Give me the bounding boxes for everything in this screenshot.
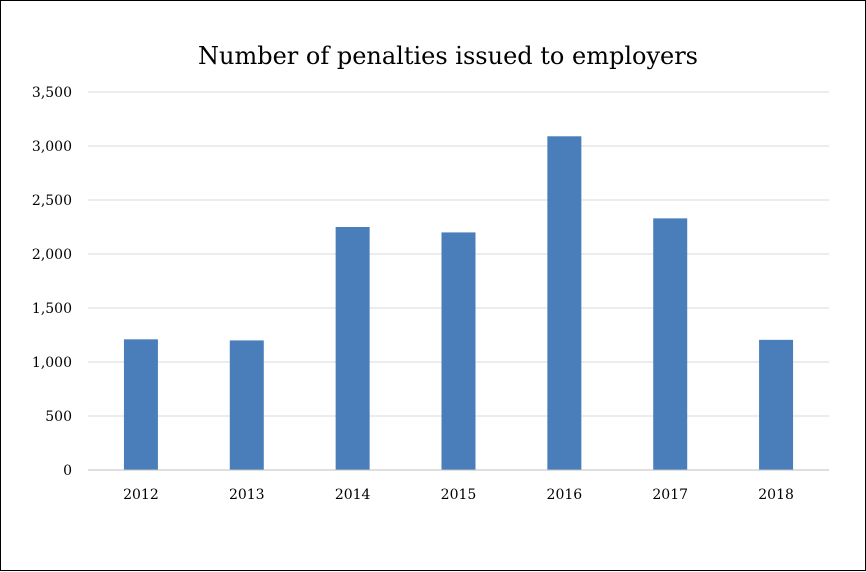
bars — [123, 136, 794, 470]
x-tick-label: 2012 — [123, 487, 159, 503]
x-tick-label: 2016 — [547, 487, 583, 503]
bar-2013 — [229, 340, 264, 470]
y-tick-label: 3,000 — [32, 139, 72, 155]
y-tick-label: 0 — [63, 463, 72, 479]
bar-2017 — [653, 218, 688, 470]
bar-2016 — [547, 136, 582, 470]
chart-title: Number of penalties issued to employers — [198, 42, 698, 70]
x-tick-label: 2013 — [229, 487, 265, 503]
y-tick-label: 500 — [45, 409, 72, 425]
x-tick-label: 2014 — [335, 487, 371, 503]
bar-2014 — [335, 227, 370, 470]
x-tick-label: 2017 — [652, 487, 688, 503]
y-tick-label: 2,000 — [32, 247, 72, 263]
bar-2018 — [759, 339, 794, 470]
bar-2012 — [123, 339, 158, 470]
x-tick-label: 2015 — [441, 487, 477, 503]
y-tick-label: 2,500 — [32, 193, 72, 209]
x-tick-label: 2018 — [758, 487, 794, 503]
y-tick-label: 1,000 — [32, 355, 72, 371]
y-tick-label: 3,500 — [32, 85, 72, 101]
bar-2015 — [441, 232, 476, 470]
y-axis-tick-labels: 0 500 1,000 1,500 2,000 2,500 3,000 3,500 — [32, 85, 72, 479]
x-axis-tick-labels: 2012 2013 2014 2015 2016 2017 2018 — [123, 487, 794, 503]
y-tick-label: 1,500 — [32, 301, 72, 317]
